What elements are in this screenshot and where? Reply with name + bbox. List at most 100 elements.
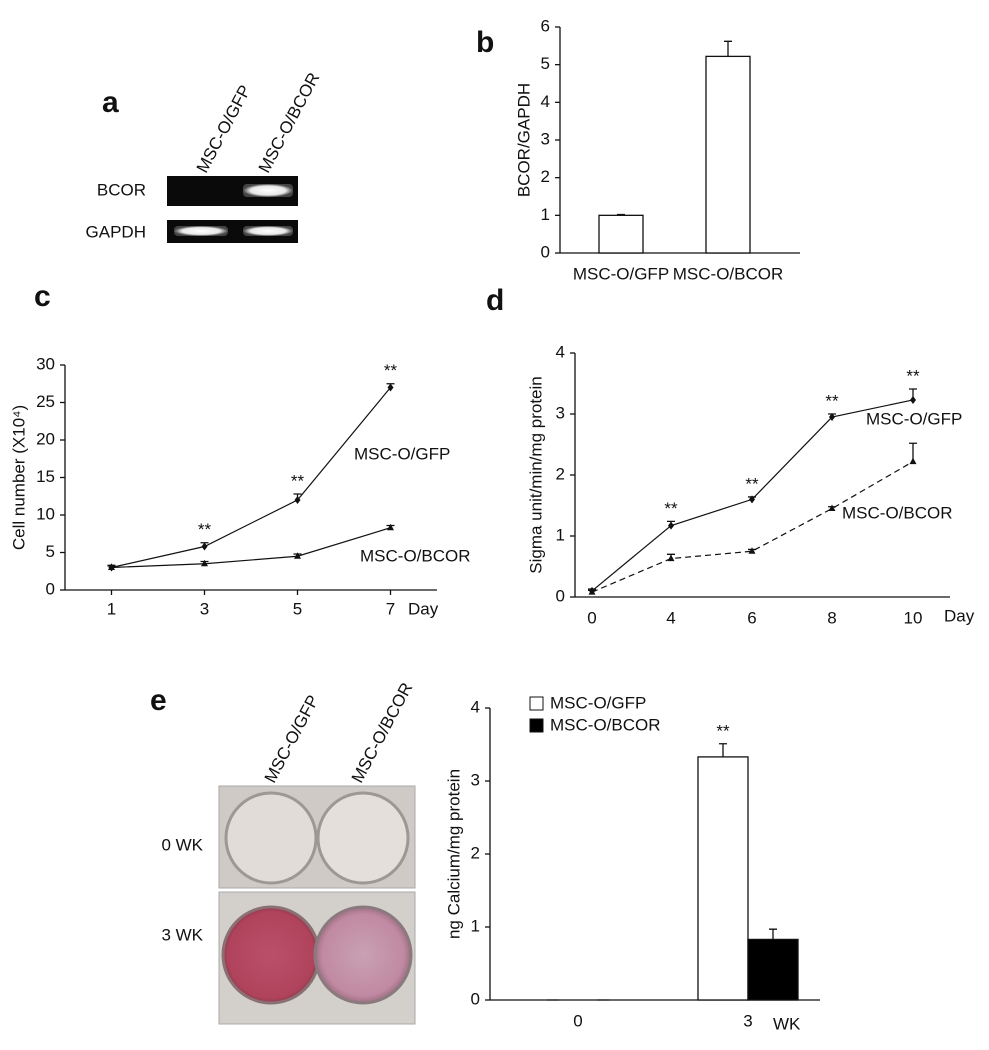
panel-letter: d bbox=[486, 284, 504, 317]
well bbox=[221, 905, 321, 1005]
panel-letter: c bbox=[34, 280, 51, 313]
y-tick-label: 0 bbox=[46, 579, 55, 598]
y-tick-label: 3 bbox=[541, 129, 550, 148]
annotation: ** bbox=[384, 361, 398, 380]
error-bar bbox=[719, 743, 727, 757]
y-tick-label: 10 bbox=[36, 504, 55, 523]
y-tick-label: 4 bbox=[556, 342, 565, 361]
legend-swatch bbox=[529, 696, 544, 711]
y-tick-label: 3 bbox=[471, 770, 480, 789]
series-label: MSC-O/BCOR bbox=[842, 503, 953, 522]
gel-band bbox=[243, 226, 293, 236]
bar bbox=[705, 55, 751, 254]
annotation: ** bbox=[825, 391, 839, 410]
series-label: MSC-O/BCOR bbox=[360, 546, 471, 565]
line bbox=[591, 399, 914, 592]
marker bbox=[201, 542, 208, 551]
bar bbox=[697, 756, 749, 1001]
marker bbox=[108, 563, 115, 570]
x-tick-label: 0 bbox=[587, 608, 596, 627]
x-tick-label: 6 bbox=[747, 608, 756, 627]
x-tick-label: 10 bbox=[904, 608, 923, 627]
y-tick-label: 3 bbox=[556, 403, 565, 422]
y-tick-label: 2 bbox=[471, 843, 480, 862]
marker bbox=[294, 552, 301, 559]
bar bbox=[598, 214, 644, 254]
x-tick-label: MSC-O/BCOR bbox=[673, 264, 784, 283]
lane-label: MSC-O/GFP bbox=[193, 82, 255, 176]
lane-label: MSC-O/BCOR bbox=[348, 679, 417, 785]
marker bbox=[909, 457, 917, 465]
y-tick-label: 0 bbox=[471, 989, 480, 1008]
x-tick-label: 7 bbox=[386, 599, 395, 618]
annotation: ** bbox=[291, 471, 305, 490]
lane-label: MSC-O/BCOR bbox=[255, 69, 324, 175]
y-tick-label: 6 bbox=[541, 16, 550, 35]
marker bbox=[588, 588, 596, 595]
x-tick-label: 3 bbox=[200, 599, 209, 618]
marker bbox=[668, 521, 674, 530]
annotation: ** bbox=[198, 520, 212, 539]
well bbox=[316, 791, 410, 885]
y-tick-label: 15 bbox=[36, 467, 55, 486]
y-tick-label: 20 bbox=[36, 429, 55, 448]
legend-swatch bbox=[529, 718, 544, 733]
y-axis-label: Cell number (X10⁴) bbox=[9, 405, 28, 550]
marker bbox=[294, 496, 301, 504]
panel-letter: a bbox=[102, 86, 119, 119]
marker bbox=[387, 523, 394, 531]
y-tick-label: 1 bbox=[541, 205, 550, 224]
bar bbox=[747, 938, 799, 1001]
series-label: MSC-O/GFP bbox=[866, 409, 962, 428]
annotation: ** bbox=[664, 499, 678, 518]
row-label: 0 WK bbox=[161, 835, 203, 854]
annotation: ** bbox=[745, 474, 759, 493]
y-tick-label: 2 bbox=[556, 464, 565, 483]
marker bbox=[748, 547, 756, 554]
annotation: ** bbox=[906, 366, 920, 385]
error-bar bbox=[617, 213, 625, 216]
marker bbox=[749, 495, 755, 504]
y-tick-label: 1 bbox=[471, 916, 480, 935]
y-tick-label: 4 bbox=[471, 697, 480, 716]
series-label: MSC-O/GFP bbox=[354, 444, 450, 463]
y-axis-label: Sigma unit/min/mg protein bbox=[526, 376, 545, 573]
x-tick-label: 5 bbox=[293, 599, 302, 618]
marker bbox=[829, 413, 835, 422]
x-tick-label: 4 bbox=[666, 608, 675, 627]
line bbox=[111, 527, 391, 569]
well bbox=[224, 791, 318, 885]
y-axis-label: ng Calcium/mg protein bbox=[444, 769, 463, 939]
panel-letter: b bbox=[476, 26, 494, 59]
x-tick-label: 8 bbox=[827, 608, 836, 627]
well bbox=[313, 905, 413, 1005]
y-tick-label: 4 bbox=[541, 92, 550, 111]
legend-label: MSC-O/BCOR bbox=[550, 715, 661, 734]
row-label: GAPDH bbox=[86, 222, 146, 241]
marker bbox=[910, 395, 916, 404]
y-tick-label: 5 bbox=[46, 542, 55, 561]
lane-label: MSC-O/GFP bbox=[261, 692, 323, 786]
y-tick-label: 0 bbox=[556, 586, 565, 605]
y-tick-label: 1 bbox=[556, 525, 565, 544]
legend-label: MSC-O/GFP bbox=[550, 693, 646, 712]
y-axis-label: BCOR/GAPDH bbox=[514, 83, 533, 197]
x-tick-label: 1 bbox=[107, 599, 116, 618]
annotation: ** bbox=[716, 721, 730, 740]
row-label: BCOR bbox=[97, 180, 146, 199]
gel-band bbox=[243, 184, 293, 197]
marker bbox=[387, 383, 394, 392]
marker bbox=[201, 559, 208, 567]
gel-band bbox=[174, 226, 228, 236]
row-label: 3 WK bbox=[161, 925, 203, 944]
y-tick-label: 5 bbox=[541, 54, 550, 73]
error-bar bbox=[724, 40, 732, 57]
bar bbox=[597, 999, 609, 1001]
y-tick-label: 25 bbox=[36, 392, 55, 411]
x-tick-label: 0 bbox=[573, 1011, 582, 1030]
error-bar bbox=[769, 928, 777, 940]
x-axis-label: WK bbox=[773, 1014, 801, 1033]
x-tick-label: 3 bbox=[743, 1011, 752, 1030]
panel-letter: e bbox=[150, 684, 167, 717]
